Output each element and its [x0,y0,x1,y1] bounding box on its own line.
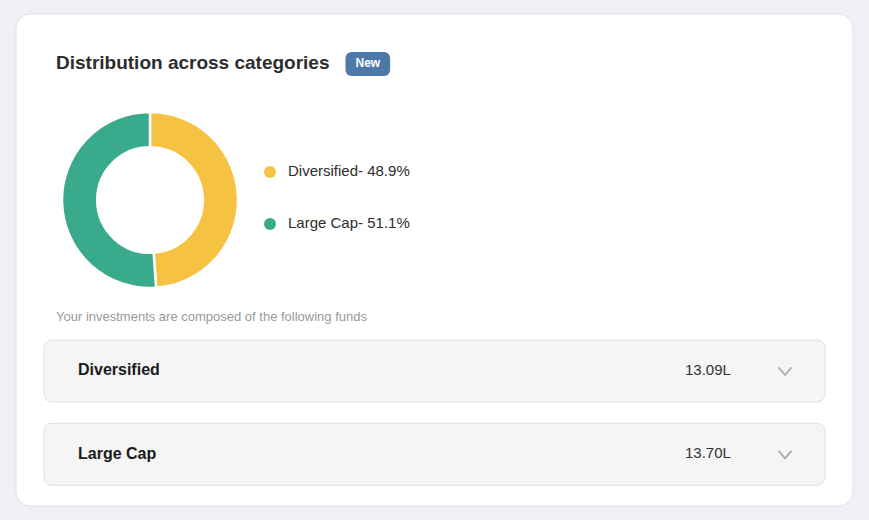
chevron [779,451,791,458]
slice [150,112,238,288]
legend-item: Diversified- 48.9% [264,162,410,179]
chevron [779,368,791,375]
donut [62,112,238,288]
fund-row: Large Cap 13.70L [44,423,825,485]
legend-item: Large Cap- 51.1% [264,214,410,231]
fund-row-box [44,340,825,402]
fund-label: Diversified [78,361,160,378]
fund-row: Diversified 13.09L [44,340,825,402]
badge-text: New [355,56,380,70]
slice [62,112,156,288]
legend-swatch [264,166,276,178]
fund-row-box [44,423,825,485]
title: Distribution across categories [56,52,329,73]
legend-swatch [264,218,276,230]
legend: Diversified- 48.9% Large Cap- 51.1% [264,162,410,231]
fund-value: 13.09L [685,361,731,378]
legend-label: Large Cap- 51.1% [288,214,410,231]
badge: New [345,52,390,76]
chart: Distribution across categories New Diversi… [0,0,869,520]
card [16,14,853,506]
subtitle: Your investments are composed of the fol… [56,309,367,324]
legend-label: Diversified- 48.9% [288,162,410,179]
fund-label: Large Cap [78,445,156,462]
badge-box [345,52,390,76]
fund-value: 13.70L [685,444,731,461]
